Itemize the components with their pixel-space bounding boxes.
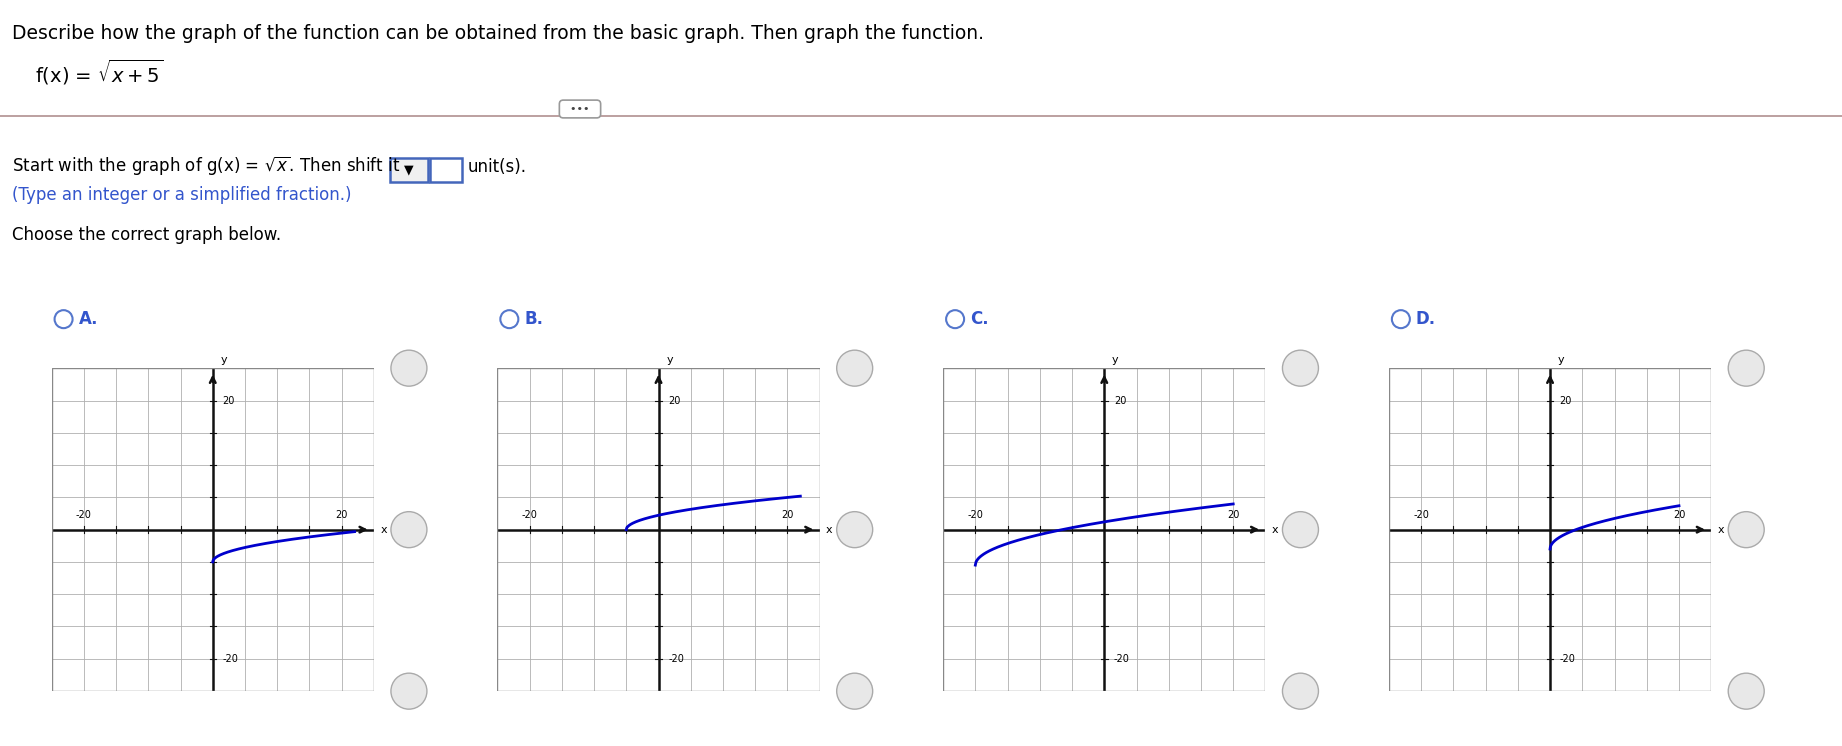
Circle shape xyxy=(391,512,427,548)
Circle shape xyxy=(836,350,873,386)
Text: -20: -20 xyxy=(967,510,984,520)
Text: x: x xyxy=(825,524,833,535)
Text: 20: 20 xyxy=(1673,510,1685,520)
Text: -20: -20 xyxy=(76,510,92,520)
Circle shape xyxy=(836,512,873,548)
Text: •••: ••• xyxy=(564,104,597,114)
Text: 20: 20 xyxy=(669,395,680,406)
Text: x: x xyxy=(1271,524,1278,535)
Circle shape xyxy=(1282,512,1319,548)
Text: x: x xyxy=(379,524,387,535)
Circle shape xyxy=(1282,673,1319,709)
Text: 20: 20 xyxy=(1114,395,1125,406)
Text: -20: -20 xyxy=(1560,653,1575,664)
Text: ⊖: ⊖ xyxy=(847,519,862,538)
Text: A.: A. xyxy=(79,310,98,328)
Bar xyxy=(429,158,462,182)
Text: 20: 20 xyxy=(781,510,794,520)
Text: C.: C. xyxy=(971,310,989,328)
Circle shape xyxy=(1728,512,1765,548)
Text: -20: -20 xyxy=(1413,510,1429,520)
Text: -20: -20 xyxy=(1114,653,1129,664)
Text: ⤢: ⤢ xyxy=(851,683,858,698)
Circle shape xyxy=(391,350,427,386)
Text: B.: B. xyxy=(525,310,543,328)
Text: y: y xyxy=(1113,355,1118,366)
Circle shape xyxy=(391,673,427,709)
Circle shape xyxy=(836,673,873,709)
Circle shape xyxy=(1728,673,1765,709)
Text: Start with the graph of g(x) = $\sqrt{x}$. Then shift it: Start with the graph of g(x) = $\sqrt{x}… xyxy=(13,154,400,177)
Text: x: x xyxy=(1717,524,1724,535)
Text: ⊕: ⊕ xyxy=(1293,357,1308,377)
Text: -20: -20 xyxy=(521,510,538,520)
Text: 20: 20 xyxy=(223,395,234,406)
Text: unit(s).: unit(s). xyxy=(468,158,527,176)
Text: ⊖: ⊖ xyxy=(1293,519,1308,538)
Text: y: y xyxy=(221,355,227,366)
Text: ⊕: ⊕ xyxy=(1739,357,1754,377)
Text: 20: 20 xyxy=(335,510,348,520)
Text: f(x) = $\sqrt{x+5}$: f(x) = $\sqrt{x+5}$ xyxy=(35,58,164,87)
Text: 20: 20 xyxy=(1227,510,1240,520)
Text: y: y xyxy=(1558,355,1564,366)
Text: D.: D. xyxy=(1416,310,1437,328)
Text: -20: -20 xyxy=(223,653,238,664)
Text: (Type an integer or a simplified fraction.): (Type an integer or a simplified fractio… xyxy=(13,186,352,204)
Circle shape xyxy=(1728,350,1765,386)
Text: 20: 20 xyxy=(1560,395,1571,406)
Text: ⊖: ⊖ xyxy=(402,519,416,538)
Text: ⊕: ⊕ xyxy=(847,357,862,377)
Text: Describe how the graph of the function can be obtained from the basic graph. The: Describe how the graph of the function c… xyxy=(13,24,984,43)
Circle shape xyxy=(1282,350,1319,386)
Text: ⊖: ⊖ xyxy=(1739,519,1754,538)
Bar xyxy=(391,158,427,182)
Text: ⊕: ⊕ xyxy=(402,357,416,377)
Text: -20: -20 xyxy=(669,653,683,664)
Text: ⤢: ⤢ xyxy=(1297,683,1304,698)
Text: ▼: ▼ xyxy=(403,163,414,177)
Text: ⤢: ⤢ xyxy=(1743,683,1750,698)
Text: Choose the correct graph below.: Choose the correct graph below. xyxy=(13,226,282,244)
Text: ⤢: ⤢ xyxy=(405,683,413,698)
Text: y: y xyxy=(667,355,672,366)
